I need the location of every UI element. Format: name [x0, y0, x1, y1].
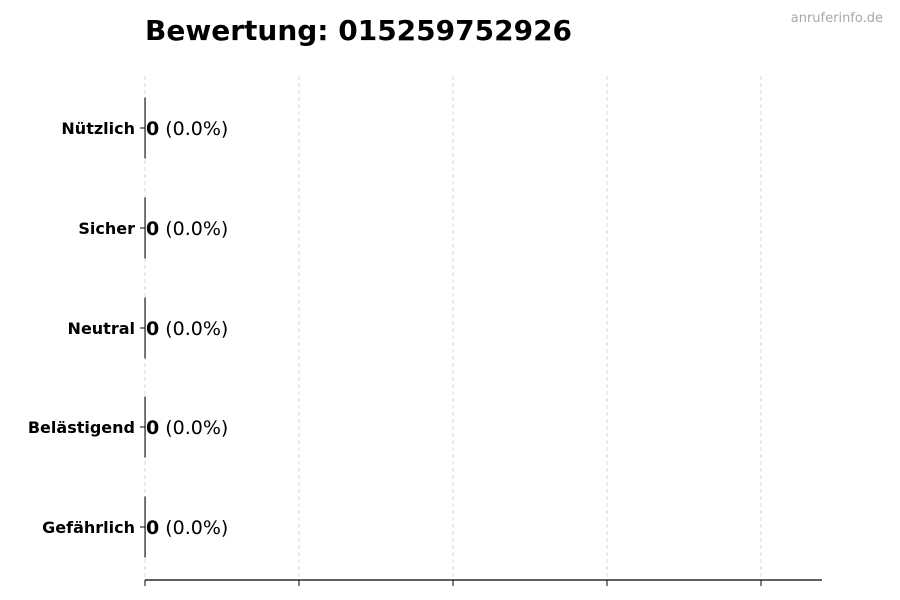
chart-title: Bewertung: 015259752926: [145, 14, 572, 47]
data-label: 0 (0.0%): [146, 118, 228, 140]
percent-value: (0.0%): [165, 218, 228, 240]
category-label: Sicher: [78, 219, 135, 238]
count-value: 0: [146, 417, 159, 439]
count-value: 0: [146, 218, 159, 240]
data-label: 0 (0.0%): [146, 318, 228, 340]
category-label: Neutral: [68, 319, 135, 338]
data-label: 0 (0.0%): [146, 218, 228, 240]
percent-value: (0.0%): [165, 517, 228, 539]
percent-value: (0.0%): [165, 318, 228, 340]
category-label: Nützlich: [61, 119, 135, 138]
count-value: 0: [146, 318, 159, 340]
count-value: 0: [146, 517, 159, 539]
percent-value: (0.0%): [165, 118, 228, 140]
data-label: 0 (0.0%): [146, 517, 228, 539]
data-label: 0 (0.0%): [146, 417, 228, 439]
category-label: Belästigend: [28, 418, 135, 437]
count-value: 0: [146, 118, 159, 140]
category-label: Gefährlich: [42, 518, 135, 537]
watermark: anruferinfo.de: [791, 11, 883, 26]
percent-value: (0.0%): [165, 417, 228, 439]
